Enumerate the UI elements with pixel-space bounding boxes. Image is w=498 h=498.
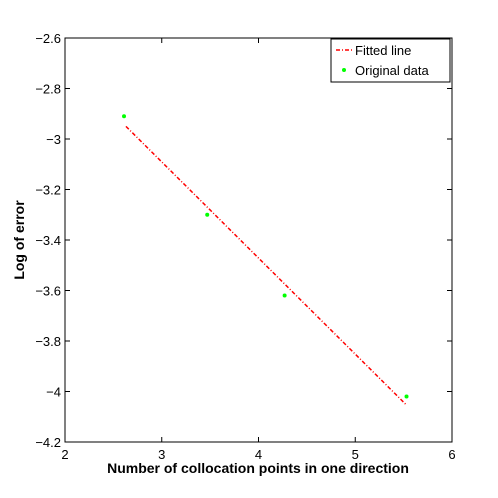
y-axis-label: Log of error — [11, 200, 27, 280]
legend-original-data-marker — [342, 68, 346, 72]
legend-label-original-data: Original data — [355, 63, 429, 78]
y-tick-label: −3.6 — [35, 284, 61, 299]
x-axis-label: Number of collocation points in one dire… — [107, 460, 409, 476]
y-tick-label: −4.2 — [35, 435, 61, 450]
axis-ticks — [64, 37, 453, 443]
y-tick-label: −3.8 — [35, 334, 61, 349]
x-tick-label: 3 — [158, 447, 165, 462]
x-tick-label: 5 — [352, 447, 359, 462]
y-tick-label: −3.2 — [35, 183, 61, 198]
original-data-point — [122, 114, 127, 119]
original-data-point — [404, 394, 409, 399]
y-tick-label: −4 — [46, 385, 61, 400]
y-tick-label: −2.6 — [35, 31, 61, 46]
fitted-line — [125, 125, 407, 405]
legend: Fitted line Original data — [330, 38, 451, 83]
legend-label-fitted-line: Fitted line — [355, 43, 411, 58]
x-tick-label: 2 — [61, 447, 68, 462]
x-tick-label: 6 — [448, 447, 455, 462]
original-data-point — [282, 293, 287, 298]
x-tick-label: 4 — [255, 447, 262, 462]
plot-area — [64, 37, 453, 443]
original-data-point — [205, 212, 210, 217]
y-tick-label: −3 — [46, 132, 61, 147]
y-tick-label: −2.8 — [35, 82, 61, 97]
y-tick-label: −3.4 — [35, 233, 61, 248]
legend-box — [330, 38, 451, 83]
series-layer — [122, 114, 409, 405]
x-tick-labels: 2 3 4 5 6 — [61, 447, 455, 462]
y-tick-labels: −4.2 −4 −3.8 −3.6 −3.4 −3.2 −3 −2.8 −2.6 — [35, 31, 61, 450]
